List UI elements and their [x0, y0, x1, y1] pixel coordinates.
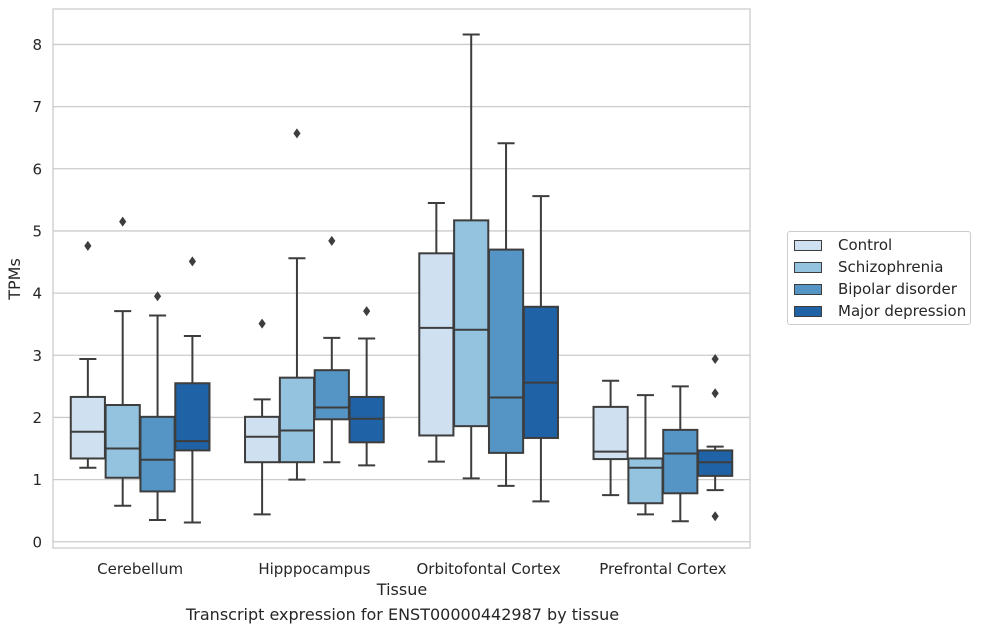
box-body [453, 219, 490, 428]
legend-label-control: Control [838, 236, 893, 254]
box-control [69, 240, 106, 469]
outlier-point [328, 235, 336, 246]
y-tick-label: 5 [32, 222, 42, 240]
box-control [244, 318, 281, 516]
category-group [418, 33, 559, 503]
box-control [418, 201, 455, 463]
box-body [69, 395, 106, 460]
legend-item-control: Control [794, 234, 892, 256]
legend-label-bipolar-disorder: Bipolar disorder [838, 280, 957, 298]
y-tick-label: 1 [32, 471, 42, 489]
y-tick-label: 7 [32, 98, 42, 116]
legend-item-bipolar-disorder: Bipolar disorder [794, 278, 957, 300]
outlier-point [711, 511, 719, 522]
legend-swatch-bipolar-disorder [794, 283, 822, 295]
box-schizophrenia [453, 33, 490, 480]
box-body [522, 305, 559, 439]
box-bipolar-disorder [313, 235, 350, 464]
box-schizophrenia [627, 394, 664, 516]
box-major-depression [522, 195, 559, 503]
legend: Control Schizophrenia Bipolar disorder M… [787, 231, 971, 325]
box-major-depression [697, 354, 734, 522]
box-bipolar-disorder [662, 385, 699, 523]
box-body [139, 415, 176, 493]
box-groups [69, 33, 734, 524]
box-body [627, 457, 664, 505]
category-group [244, 128, 385, 516]
legend-item-schizophrenia: Schizophrenia [794, 256, 943, 278]
y-tick-label: 6 [32, 160, 42, 178]
box-body [662, 428, 699, 495]
box-control [592, 379, 629, 497]
x-axis-label: Tissue [376, 580, 427, 599]
box-body [313, 369, 350, 421]
box-body [487, 248, 525, 454]
y-tick-label: 2 [32, 409, 42, 427]
outlier-point [711, 354, 719, 365]
box-body [418, 252, 455, 437]
outlier-point [188, 256, 196, 267]
plot-frame [52, 8, 751, 549]
y-tick-label: 3 [32, 347, 42, 365]
box-schizophrenia [104, 216, 141, 507]
box-major-depression [174, 256, 211, 524]
legend-swatch-control [794, 239, 822, 251]
figure-caption: Transcript expression for ENST0000044298… [185, 605, 620, 624]
category-group [69, 216, 211, 524]
outlier-point [293, 128, 301, 139]
box-body [278, 376, 316, 464]
box-body [244, 415, 281, 464]
box-schizophrenia [278, 128, 316, 481]
outlier-point [363, 306, 371, 317]
box-bipolar-disorder [139, 291, 176, 522]
x-tick-label: Prefrontal Cortex [599, 560, 726, 578]
legend-item-major-depression: Major depression [794, 300, 966, 322]
x-tick-label: Cerebellum [97, 560, 183, 578]
box-body [104, 404, 141, 479]
y-tick-label: 0 [32, 533, 42, 551]
y-tick-label: 4 [32, 285, 42, 303]
y-axis-label: TPMs [5, 258, 24, 301]
legend-swatch-major-depression [794, 305, 822, 317]
outlier-point [153, 291, 162, 302]
outlier-point [258, 318, 266, 329]
box-bipolar-disorder [487, 142, 525, 487]
outlier-point [711, 388, 719, 399]
legend-label-schizophrenia: Schizophrenia [838, 258, 944, 276]
outlier-point [119, 216, 127, 227]
box-body [174, 382, 211, 452]
box-body [592, 405, 629, 461]
box-major-depression [348, 306, 385, 467]
x-tick-label: Orbitofontal Cortex [417, 560, 561, 578]
axis-ticks: 0 1 2 3 4 5 6 7 8 Cerebellum Hipppocampus Orbitofon… [32, 36, 726, 578]
legend-label-major-depression: Major depression [838, 302, 967, 320]
y-tick-label: 8 [32, 36, 42, 54]
category-group [592, 354, 734, 523]
legend-swatch-schizophrenia [794, 261, 822, 273]
outlier-point [84, 240, 92, 251]
x-tick-label: Hipppocampus [258, 560, 370, 578]
